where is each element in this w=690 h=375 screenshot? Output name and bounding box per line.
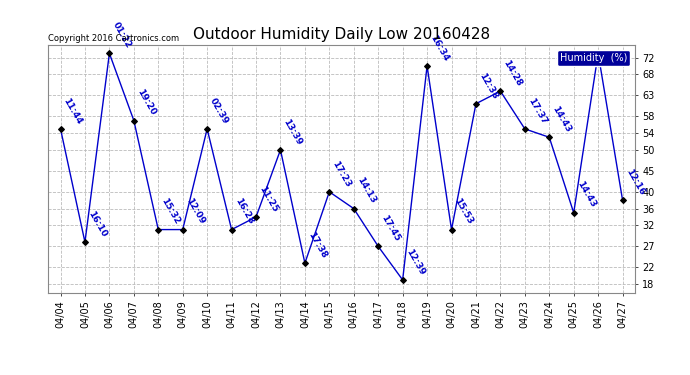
Text: 02:39: 02:39: [208, 96, 230, 126]
Text: 16:10: 16:10: [86, 210, 108, 239]
Text: Copyright 2016 Cartronics.com: Copyright 2016 Cartronics.com: [48, 33, 179, 42]
Point: [446, 226, 457, 232]
Point: [128, 117, 139, 123]
Text: 15:32: 15:32: [159, 197, 181, 226]
Point: [201, 126, 213, 132]
Point: [471, 101, 482, 107]
Text: 12:39: 12:39: [404, 247, 426, 276]
Text: 14:13: 14:13: [355, 176, 377, 205]
Point: [152, 226, 164, 232]
Text: 12:09: 12:09: [184, 197, 206, 226]
Text: 13:39: 13:39: [282, 117, 304, 147]
Text: 14:43: 14:43: [551, 104, 573, 134]
Point: [544, 134, 555, 140]
Point: [397, 277, 408, 283]
Text: 01:22: 01:22: [110, 21, 132, 50]
Point: [520, 126, 531, 132]
Point: [495, 88, 506, 94]
Text: 11:44: 11:44: [61, 96, 84, 126]
Text: 14:28: 14:28: [502, 58, 524, 88]
Text: 12:38: 12:38: [477, 71, 500, 100]
Point: [177, 226, 188, 232]
Point: [324, 189, 335, 195]
Text: 16:34: 16:34: [428, 33, 451, 63]
Text: 15:53: 15:53: [453, 197, 475, 226]
Point: [104, 50, 115, 56]
Point: [422, 63, 433, 69]
Text: 17:23: 17:23: [331, 159, 353, 189]
Point: [373, 243, 384, 249]
Text: 16:28: 16:28: [233, 197, 255, 226]
Point: [299, 260, 310, 266]
Title: Outdoor Humidity Daily Low 20160428: Outdoor Humidity Daily Low 20160428: [193, 27, 490, 42]
Text: 17:37: 17:37: [526, 96, 549, 126]
Text: 14:43: 14:43: [575, 180, 597, 210]
Text: 11:25: 11:25: [257, 184, 279, 214]
Point: [568, 210, 579, 216]
Point: [55, 126, 66, 132]
Point: [348, 206, 359, 212]
Point: [617, 197, 628, 203]
Text: 19:20: 19:20: [135, 88, 157, 117]
Point: [250, 214, 262, 220]
Legend: Humidity  (%): Humidity (%): [557, 50, 630, 66]
Text: 12:16: 12:16: [624, 168, 646, 197]
Point: [593, 50, 604, 56]
Text: 17:45: 17:45: [380, 213, 402, 243]
Text: 17:38: 17:38: [306, 230, 328, 260]
Point: [275, 147, 286, 153]
Point: [79, 239, 90, 245]
Point: [226, 226, 237, 232]
